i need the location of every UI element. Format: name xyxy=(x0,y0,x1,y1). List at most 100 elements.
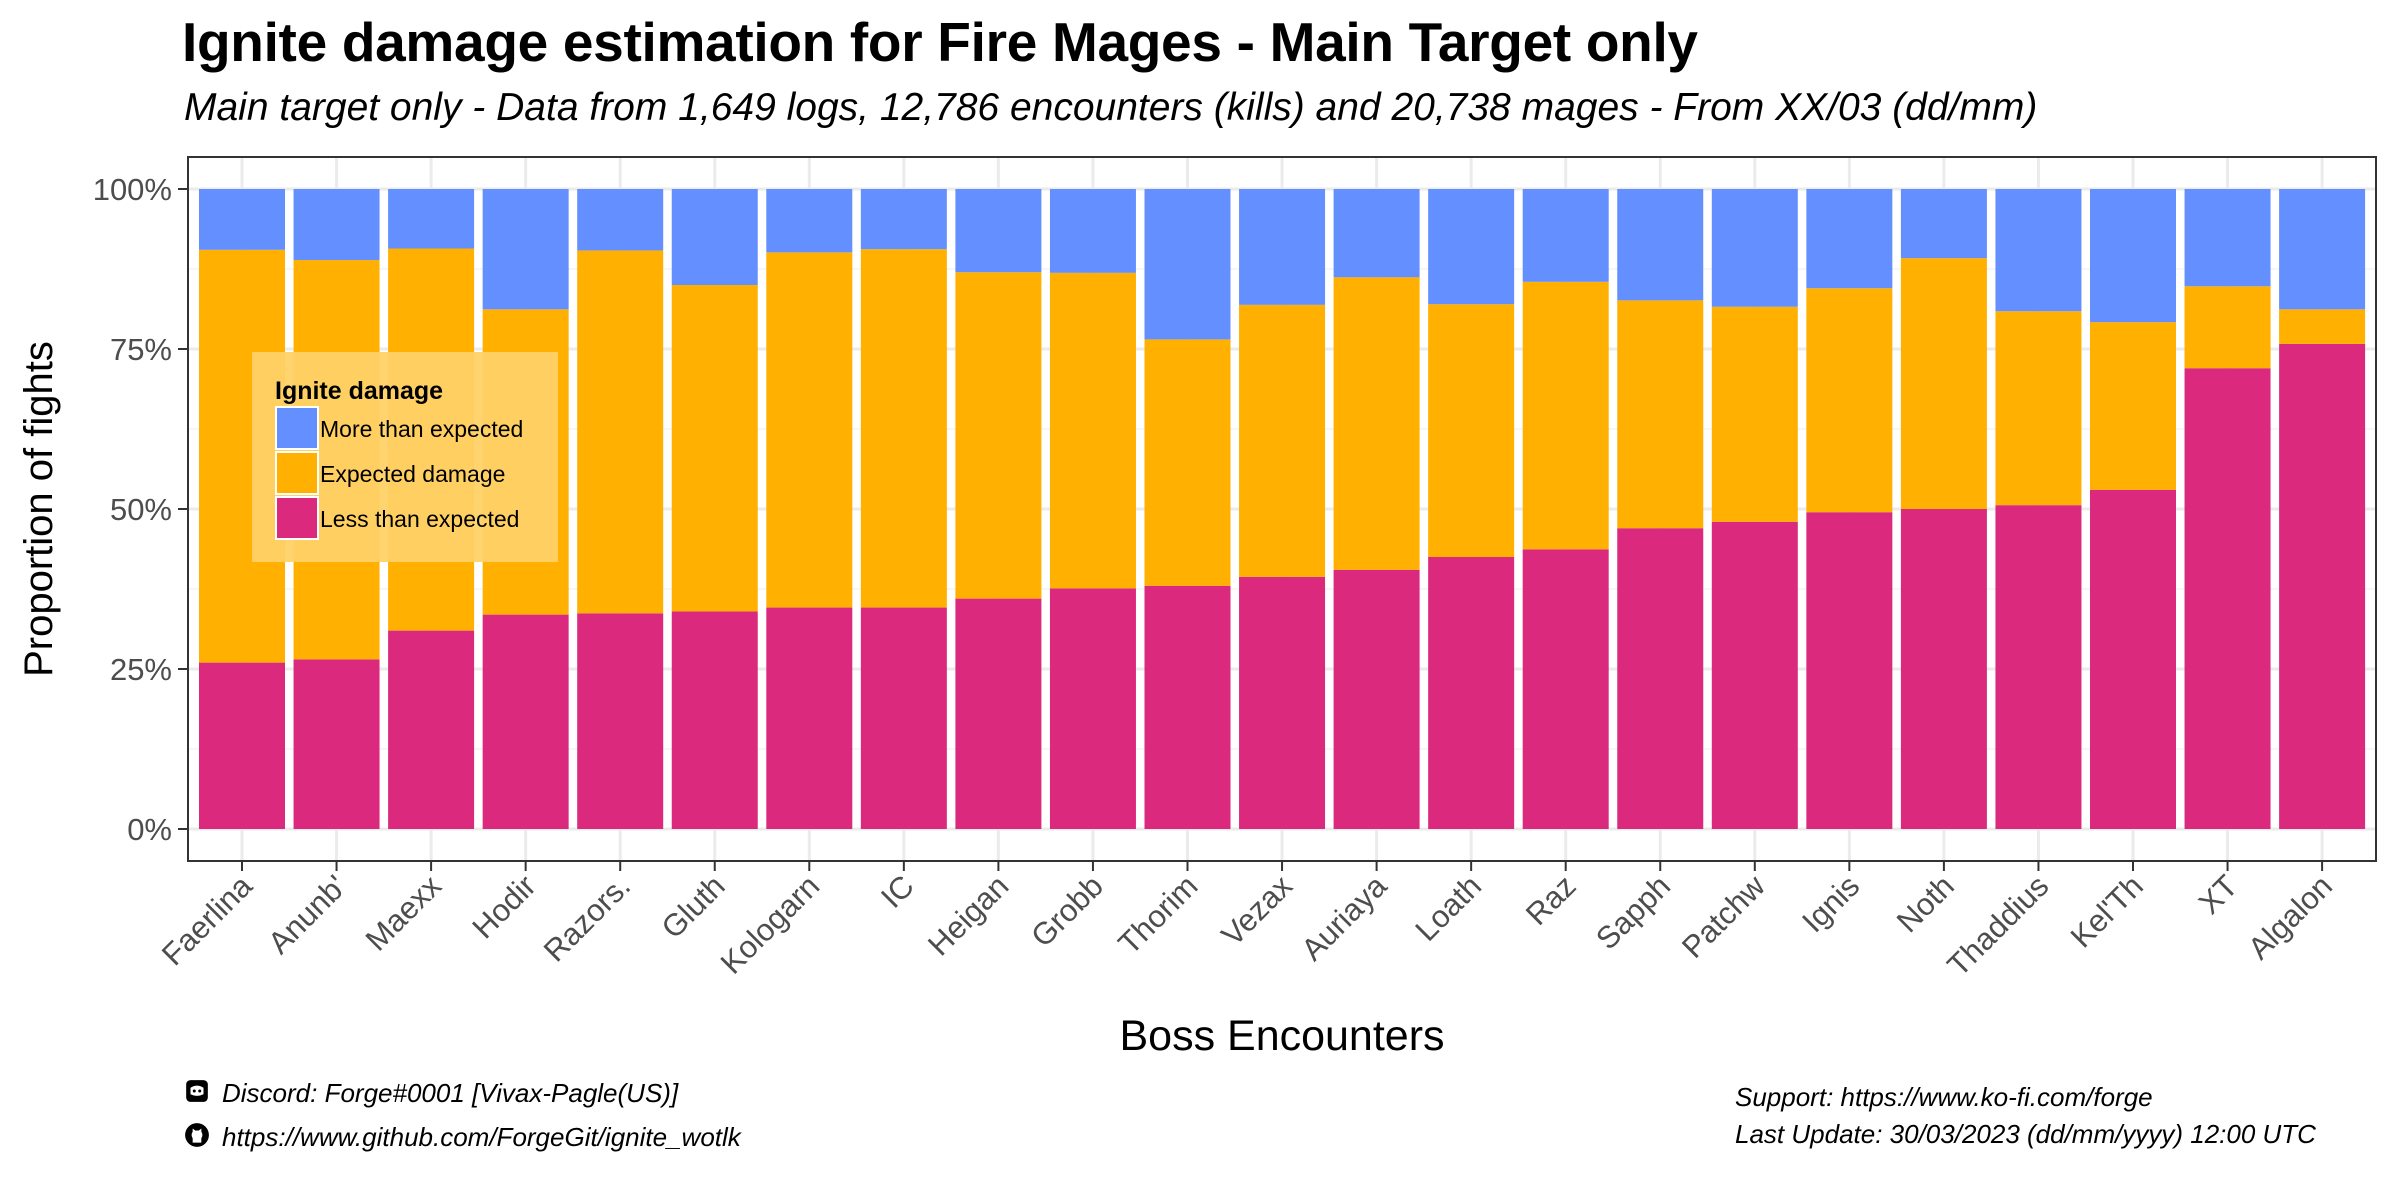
bar-less-than-expected-6 xyxy=(766,607,853,829)
bar-less-than-expected-15 xyxy=(1617,528,1704,829)
bar-expected-damage-6 xyxy=(766,252,853,608)
bar-more-than-expected-8 xyxy=(955,189,1042,273)
x-axis-label: Boss Encounters xyxy=(1119,1012,1444,1060)
bar-more-than-expected-10 xyxy=(1144,189,1231,340)
bar-more-than-expected-0 xyxy=(199,189,285,250)
bar-more-than-expected-18 xyxy=(1900,189,1987,259)
bar-expected-damage-15 xyxy=(1617,300,1704,529)
chart-title: Ignite damage estimation for Fire Mages … xyxy=(182,11,1698,73)
bar-more-than-expected-1 xyxy=(293,189,380,261)
x-tick-label: Kel'Th xyxy=(2064,868,2150,954)
bar-less-than-expected-4 xyxy=(577,613,664,829)
legend-label: More than expected xyxy=(320,416,523,442)
bar-expected-damage-13 xyxy=(1428,304,1515,557)
bar-less-than-expected-17 xyxy=(1806,512,1893,829)
legend-swatch xyxy=(275,451,319,495)
bar-expected-damage-19 xyxy=(1995,311,2082,506)
x-tick-label: Maexx xyxy=(359,868,449,958)
bar-expected-damage-4 xyxy=(577,250,664,614)
legend-label: Expected damage xyxy=(320,461,505,487)
y-tick-label: 0% xyxy=(127,812,172,847)
x-tick-label: Kologarn xyxy=(714,868,826,980)
bar-less-than-expected-8 xyxy=(955,598,1042,829)
bar-more-than-expected-19 xyxy=(1995,189,2082,312)
bar-less-than-expected-0 xyxy=(199,662,285,829)
bar-less-than-expected-19 xyxy=(1995,505,2082,829)
bar-expected-damage-14 xyxy=(1522,281,1609,550)
bar-more-than-expected-16 xyxy=(1711,189,1798,307)
y-axis-label: Proportion of fights xyxy=(17,341,61,677)
bar-more-than-expected-6 xyxy=(766,189,853,253)
legend-swatch xyxy=(275,406,319,450)
bar-expected-damage-7 xyxy=(860,249,947,608)
bar-less-than-expected-22 xyxy=(2279,343,2366,829)
footer-discord: Discord: Forge#0001 [Vivax-Pagle(US)] xyxy=(222,1078,679,1108)
bar-less-than-expected-7 xyxy=(860,607,947,829)
x-tick-label: Thorim xyxy=(1111,868,1204,961)
bar-less-than-expected-13 xyxy=(1428,557,1515,829)
bar-less-than-expected-1 xyxy=(293,659,380,829)
legend-label: Less than expected xyxy=(320,506,519,532)
bar-expected-damage-20 xyxy=(2090,322,2176,490)
x-tick-label: Sapph xyxy=(1589,868,1677,956)
bar-more-than-expected-2 xyxy=(388,189,475,249)
bar-expected-damage-17 xyxy=(1806,288,1893,513)
bar-more-than-expected-13 xyxy=(1428,189,1515,305)
footer-github: https://www.github.com/ForgeGit/ignite_w… xyxy=(222,1122,741,1152)
bar-more-than-expected-21 xyxy=(2184,189,2271,287)
bar-expected-damage-22 xyxy=(2279,309,2366,344)
bar-more-than-expected-4 xyxy=(577,189,664,251)
bar-less-than-expected-11 xyxy=(1239,576,1326,829)
bar-less-than-expected-14 xyxy=(1522,549,1609,829)
x-tick-label: Faerlina xyxy=(155,868,259,972)
y-tick-label: 100% xyxy=(93,172,172,207)
x-tick-label: Ignis xyxy=(1795,868,1866,939)
bar-expected-damage-5 xyxy=(671,285,758,612)
x-tick-label: Gluth xyxy=(655,868,732,945)
x-tick-label: Hodir xyxy=(465,868,542,945)
bar-less-than-expected-12 xyxy=(1333,569,1420,829)
bar-more-than-expected-11 xyxy=(1239,189,1326,305)
x-tick-label: Grobb xyxy=(1024,868,1110,954)
bar-expected-damage-8 xyxy=(955,272,1042,599)
x-tick-label: IC xyxy=(874,868,921,915)
bar-less-than-expected-21 xyxy=(2184,368,2271,829)
bar-expected-damage-9 xyxy=(1049,272,1136,589)
chart-subtitle: Main target only - Data from 1,649 logs,… xyxy=(184,86,2038,129)
x-tick-label: Heigan xyxy=(921,868,1015,962)
x-tick-label: Auriaya xyxy=(1294,868,1394,968)
github-icon xyxy=(185,1123,209,1147)
x-tick-label: Algalon xyxy=(2241,868,2339,966)
bar-less-than-expected-20 xyxy=(2090,489,2176,829)
bar-less-than-expected-16 xyxy=(1711,521,1798,829)
y-tick-label: 25% xyxy=(110,652,172,687)
bar-more-than-expected-9 xyxy=(1049,189,1136,273)
x-tick-label: Loath xyxy=(1408,868,1488,948)
bars xyxy=(199,189,2366,829)
bar-less-than-expected-18 xyxy=(1900,509,1987,829)
x-tick-label: Vezax xyxy=(1215,868,1300,953)
bar-more-than-expected-17 xyxy=(1806,189,1893,289)
x-tick-label: Anunb' xyxy=(261,868,353,960)
bar-more-than-expected-15 xyxy=(1617,189,1704,301)
bar-more-than-expected-22 xyxy=(2279,189,2366,310)
bar-more-than-expected-14 xyxy=(1522,189,1609,282)
bar-expected-damage-12 xyxy=(1333,277,1420,570)
legend-items: More than expected Expected damage Less th… xyxy=(275,406,523,540)
bar-expected-damage-21 xyxy=(2184,286,2271,369)
bar-expected-damage-10 xyxy=(1144,339,1231,586)
legend: Ignite damage More than expected Expected… xyxy=(252,352,558,562)
bar-less-than-expected-3 xyxy=(482,614,569,829)
bar-less-than-expected-5 xyxy=(671,611,758,829)
x-tick-label: XT xyxy=(2192,868,2245,921)
bar-expected-damage-16 xyxy=(1711,306,1798,522)
legend-title: Ignite damage xyxy=(275,377,443,405)
bar-more-than-expected-3 xyxy=(482,189,569,310)
x-tick-label: Raz xyxy=(1519,868,1583,932)
x-tick-label: Razors. xyxy=(537,868,637,968)
footer-support: Support: https://www.ko-fi.com/forge xyxy=(1735,1082,2153,1112)
footer-last-update: Last Update: 30/03/2023 (dd/mm/yyyy) 12:… xyxy=(1735,1119,2316,1149)
x-tick-label: Noth xyxy=(1890,868,1961,939)
y-tick-label: 50% xyxy=(110,492,172,527)
